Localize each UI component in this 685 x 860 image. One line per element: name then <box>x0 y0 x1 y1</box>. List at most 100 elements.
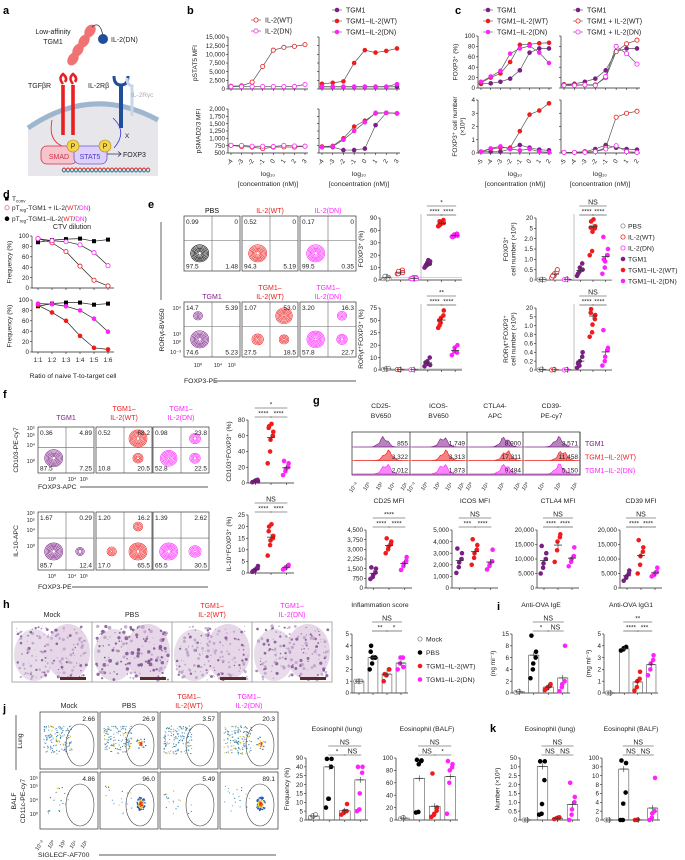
data-point <box>105 329 111 335</box>
panel-label: h <box>3 599 10 611</box>
y-axis-label: CD103-PE-cy7 <box>13 427 20 473</box>
legend-marker <box>620 234 626 240</box>
contour <box>339 313 345 319</box>
event-dot <box>187 749 189 751</box>
scale-bar <box>300 677 326 680</box>
event-dot <box>43 729 46 731</box>
data-point <box>554 547 560 553</box>
contour <box>47 452 60 464</box>
y-tick-label: 0 <box>513 817 517 824</box>
significance-label: NS <box>551 625 561 632</box>
tissue-detail <box>217 677 221 680</box>
contour <box>191 435 199 442</box>
image-title: IL-2(DN) <box>279 612 306 619</box>
contour <box>136 525 140 528</box>
event-dot <box>178 726 180 728</box>
data-point <box>637 669 643 675</box>
label: TGFβR <box>28 83 51 90</box>
tissue-detail <box>273 649 276 652</box>
tissue-detail <box>280 665 283 667</box>
tissue-detail <box>43 671 46 674</box>
event-dot <box>43 746 45 748</box>
tissue-detail <box>71 669 74 672</box>
gate-value: 3.57 <box>202 716 215 723</box>
event-dot <box>124 731 127 734</box>
tissue-detail <box>114 647 116 649</box>
tissue-detail <box>246 677 249 680</box>
x-tick-label: -5 <box>559 158 568 167</box>
event-dot <box>251 729 253 732</box>
event-dot <box>128 744 130 746</box>
event-dot <box>128 738 130 740</box>
y-tick-label: 90 <box>296 755 304 762</box>
event-dot <box>263 801 265 803</box>
data-point <box>78 236 82 241</box>
data-point <box>539 366 545 372</box>
tissue-detail <box>323 640 327 644</box>
event-dot <box>260 742 262 744</box>
event-dot <box>66 728 69 730</box>
tissue-detail <box>49 649 53 652</box>
event-dot <box>170 728 172 731</box>
event-dot <box>60 728 62 730</box>
event-dot <box>225 731 227 733</box>
data-point <box>488 81 494 86</box>
quadrant-value: 4.89 <box>79 430 92 437</box>
event-dot <box>69 749 71 751</box>
data-point <box>239 84 245 90</box>
data-point <box>648 667 653 672</box>
tissue-detail <box>270 648 273 651</box>
event-dot <box>256 743 258 746</box>
event-dot <box>163 747 165 750</box>
plot-title: IL-2(DN) <box>168 415 195 422</box>
event-dot <box>181 740 183 742</box>
y-axis-label: FOXP3⁺ (%) <box>453 44 460 81</box>
tissue-detail <box>325 652 327 654</box>
event-dot <box>260 744 263 746</box>
data-point <box>456 560 462 565</box>
y-tick-label: 60 <box>22 254 30 261</box>
event-dot <box>169 738 171 741</box>
event-dot <box>182 726 185 728</box>
data-point <box>650 657 656 663</box>
significance-label: **** <box>478 521 489 528</box>
series-line <box>37 238 109 266</box>
y-tick-label: 20 <box>238 524 246 531</box>
tgfbr-chain <box>61 85 65 135</box>
event-dot <box>237 728 240 730</box>
quadrant-value: 0 <box>350 219 354 226</box>
tissue-detail <box>318 658 320 661</box>
x-axis-label: FOXP3-PE <box>38 584 72 591</box>
event-dot <box>246 731 248 733</box>
event-dot <box>246 806 248 808</box>
data-point <box>587 252 592 258</box>
event-dot <box>118 804 120 806</box>
tissue-detail <box>207 659 210 663</box>
tissue-detail <box>121 642 126 646</box>
significance-label: NS <box>470 512 480 519</box>
data-point <box>357 807 362 812</box>
tissue-detail <box>80 645 84 649</box>
data-point <box>441 313 446 318</box>
tissue-detail <box>209 635 213 638</box>
y-tick-label: 0 <box>445 585 449 592</box>
x-tick-label: 10⁴ <box>536 481 547 492</box>
tissue-detail <box>289 652 291 654</box>
event-dot <box>242 735 244 738</box>
legend-label: TGM1 <box>628 257 647 264</box>
data-point <box>397 661 403 666</box>
data-point <box>77 242 83 248</box>
tissue-detail <box>147 659 151 663</box>
y-tick-label: 2,250 <box>347 556 363 563</box>
tissue-detail <box>206 644 209 647</box>
data-point <box>367 667 373 672</box>
y-axis-label: IL-10⁺FOXP3⁺ (%) <box>226 517 233 572</box>
event-dot <box>187 741 189 743</box>
y-tick-label: 15,000 <box>206 34 226 41</box>
tissue-detail <box>317 653 321 657</box>
event-dot <box>142 800 145 803</box>
event-dot <box>58 809 60 812</box>
